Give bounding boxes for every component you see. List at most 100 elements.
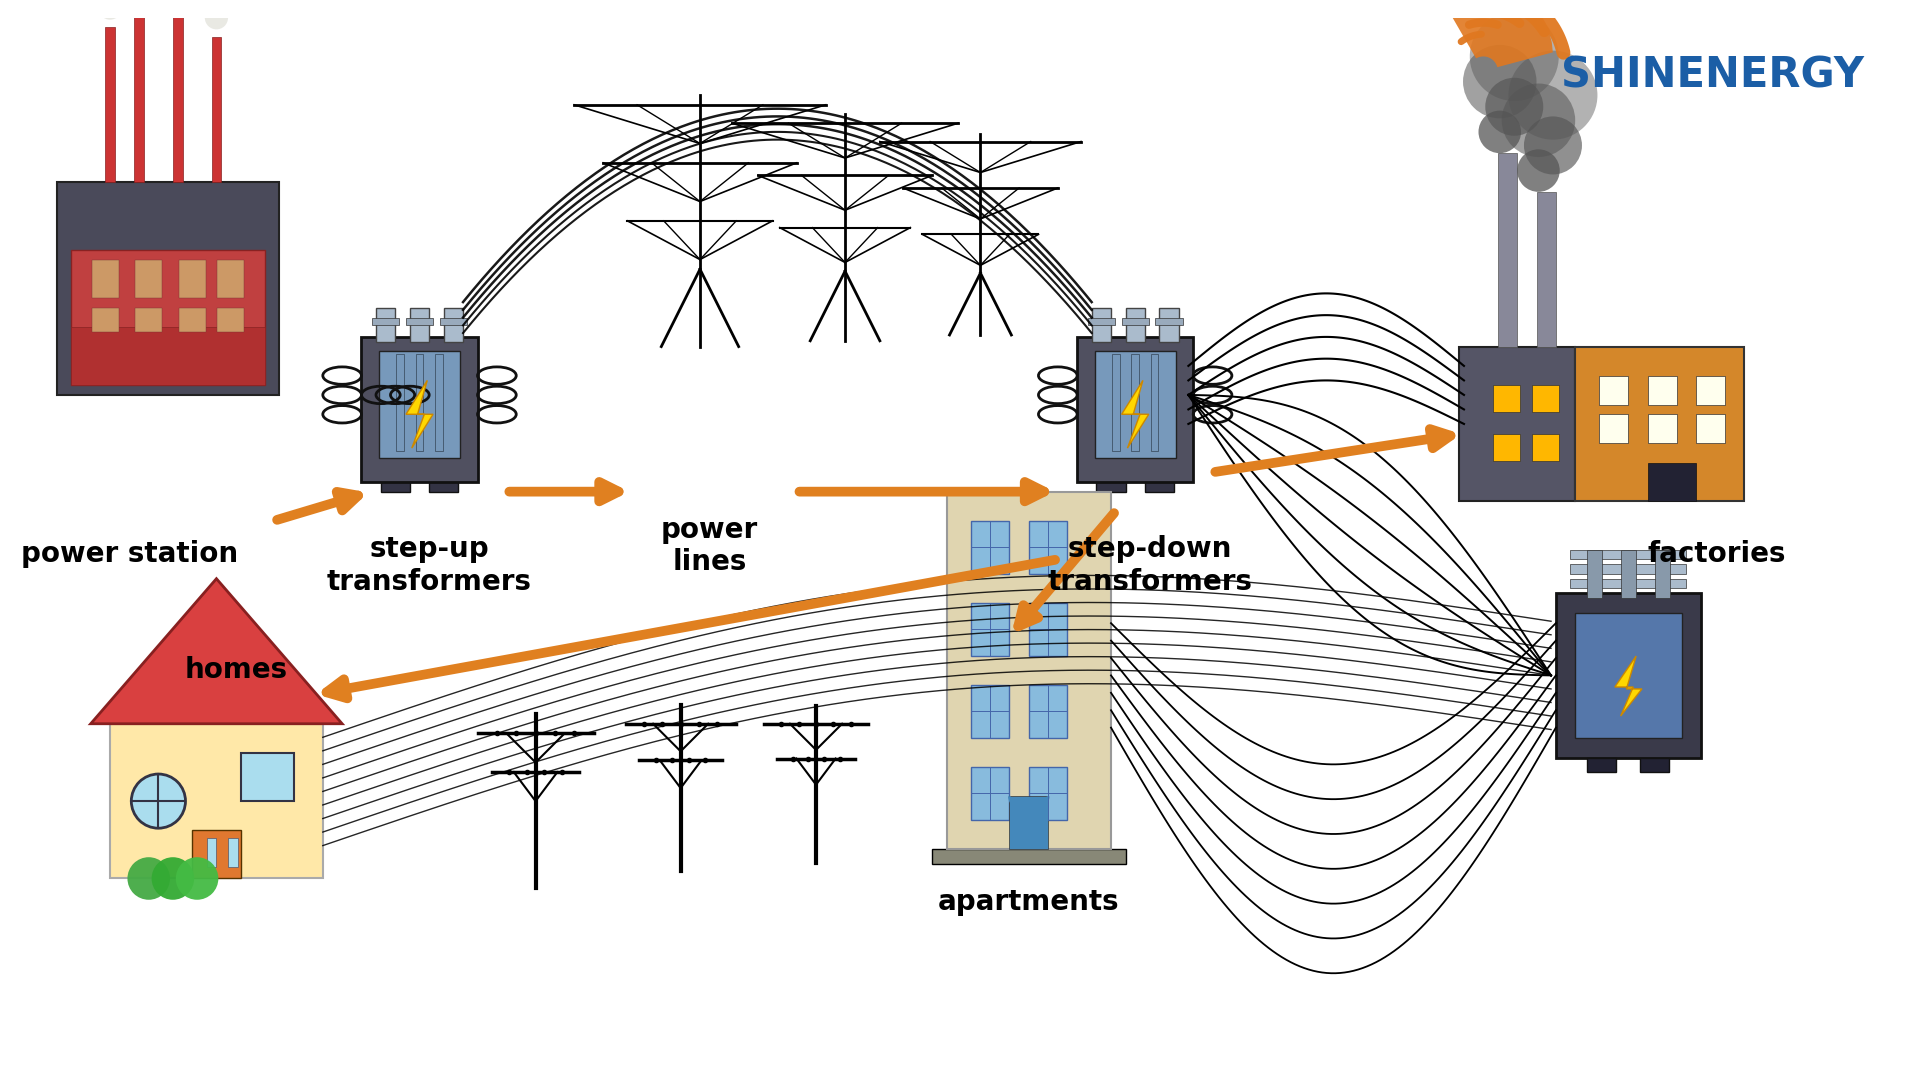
Circle shape [1509,51,1597,139]
FancyBboxPatch shape [380,477,409,491]
FancyBboxPatch shape [440,318,467,325]
FancyBboxPatch shape [1620,550,1636,598]
FancyBboxPatch shape [1640,757,1670,772]
Text: power station: power station [21,540,238,568]
FancyBboxPatch shape [1121,318,1148,325]
FancyBboxPatch shape [972,685,1010,739]
Polygon shape [90,579,342,724]
Text: factories: factories [1647,540,1786,568]
FancyBboxPatch shape [361,337,478,482]
FancyBboxPatch shape [1494,433,1521,461]
FancyBboxPatch shape [134,0,144,183]
FancyBboxPatch shape [207,838,217,867]
FancyBboxPatch shape [211,37,221,183]
FancyBboxPatch shape [409,308,430,341]
Circle shape [131,774,186,828]
FancyBboxPatch shape [1647,415,1676,443]
FancyBboxPatch shape [1571,564,1686,573]
Text: step-down
transformers: step-down transformers [1046,536,1252,595]
FancyBboxPatch shape [1125,308,1144,341]
Circle shape [1517,149,1559,192]
FancyBboxPatch shape [179,308,205,332]
FancyBboxPatch shape [1131,354,1139,451]
FancyBboxPatch shape [1655,550,1670,598]
FancyBboxPatch shape [376,308,396,341]
Circle shape [1486,78,1544,136]
FancyBboxPatch shape [972,521,1010,573]
FancyBboxPatch shape [1588,757,1617,772]
FancyBboxPatch shape [1555,593,1701,757]
FancyBboxPatch shape [1029,767,1068,821]
FancyBboxPatch shape [1571,579,1686,589]
FancyBboxPatch shape [134,308,163,332]
Circle shape [1524,117,1582,175]
FancyBboxPatch shape [71,327,265,386]
Circle shape [205,6,228,29]
Text: apartments: apartments [939,888,1119,916]
Circle shape [98,0,121,19]
FancyBboxPatch shape [1094,351,1175,458]
Circle shape [102,0,132,6]
FancyBboxPatch shape [92,308,119,332]
FancyBboxPatch shape [1092,308,1112,341]
FancyBboxPatch shape [1160,308,1179,341]
FancyBboxPatch shape [1695,376,1724,405]
Text: step-up
transformers: step-up transformers [326,536,532,595]
FancyBboxPatch shape [415,354,424,451]
FancyBboxPatch shape [217,259,244,298]
FancyBboxPatch shape [1695,415,1724,443]
FancyBboxPatch shape [1077,337,1192,482]
FancyBboxPatch shape [396,354,403,451]
FancyBboxPatch shape [1599,376,1628,405]
FancyBboxPatch shape [1112,354,1119,451]
FancyBboxPatch shape [972,603,1010,656]
FancyBboxPatch shape [972,767,1010,821]
FancyBboxPatch shape [436,354,444,451]
FancyBboxPatch shape [1599,415,1628,443]
FancyBboxPatch shape [1494,386,1521,413]
FancyBboxPatch shape [1532,433,1559,461]
FancyBboxPatch shape [1150,354,1158,451]
FancyBboxPatch shape [179,259,205,298]
FancyBboxPatch shape [1156,318,1183,325]
FancyBboxPatch shape [1586,550,1603,598]
FancyBboxPatch shape [192,831,240,878]
FancyBboxPatch shape [228,838,238,867]
Circle shape [1501,83,1574,157]
FancyBboxPatch shape [1144,477,1173,491]
FancyBboxPatch shape [405,318,434,325]
FancyBboxPatch shape [71,249,265,386]
Text: homes: homes [184,656,288,684]
FancyBboxPatch shape [240,753,294,801]
FancyBboxPatch shape [1571,550,1686,559]
FancyBboxPatch shape [1459,347,1574,501]
FancyBboxPatch shape [430,477,459,491]
FancyBboxPatch shape [1029,521,1068,573]
Text: SHINENERGY: SHINENERGY [1561,55,1864,97]
FancyBboxPatch shape [58,183,278,395]
Polygon shape [1121,380,1148,448]
FancyBboxPatch shape [1574,347,1745,501]
FancyBboxPatch shape [1647,376,1676,405]
FancyBboxPatch shape [1010,796,1048,850]
FancyBboxPatch shape [947,491,1112,850]
Polygon shape [1615,656,1642,716]
Circle shape [1478,110,1521,153]
FancyBboxPatch shape [1536,192,1555,347]
FancyBboxPatch shape [1089,318,1116,325]
FancyBboxPatch shape [173,8,182,183]
FancyBboxPatch shape [1029,685,1068,739]
Polygon shape [1448,0,1553,67]
Circle shape [152,858,194,900]
FancyBboxPatch shape [109,724,323,878]
FancyBboxPatch shape [931,850,1125,864]
Polygon shape [405,380,434,448]
Circle shape [204,0,242,2]
Circle shape [177,858,219,900]
FancyBboxPatch shape [378,351,461,458]
FancyBboxPatch shape [134,259,163,298]
FancyBboxPatch shape [217,308,244,332]
FancyBboxPatch shape [1574,612,1682,739]
Circle shape [1463,45,1536,119]
FancyBboxPatch shape [1498,153,1517,347]
